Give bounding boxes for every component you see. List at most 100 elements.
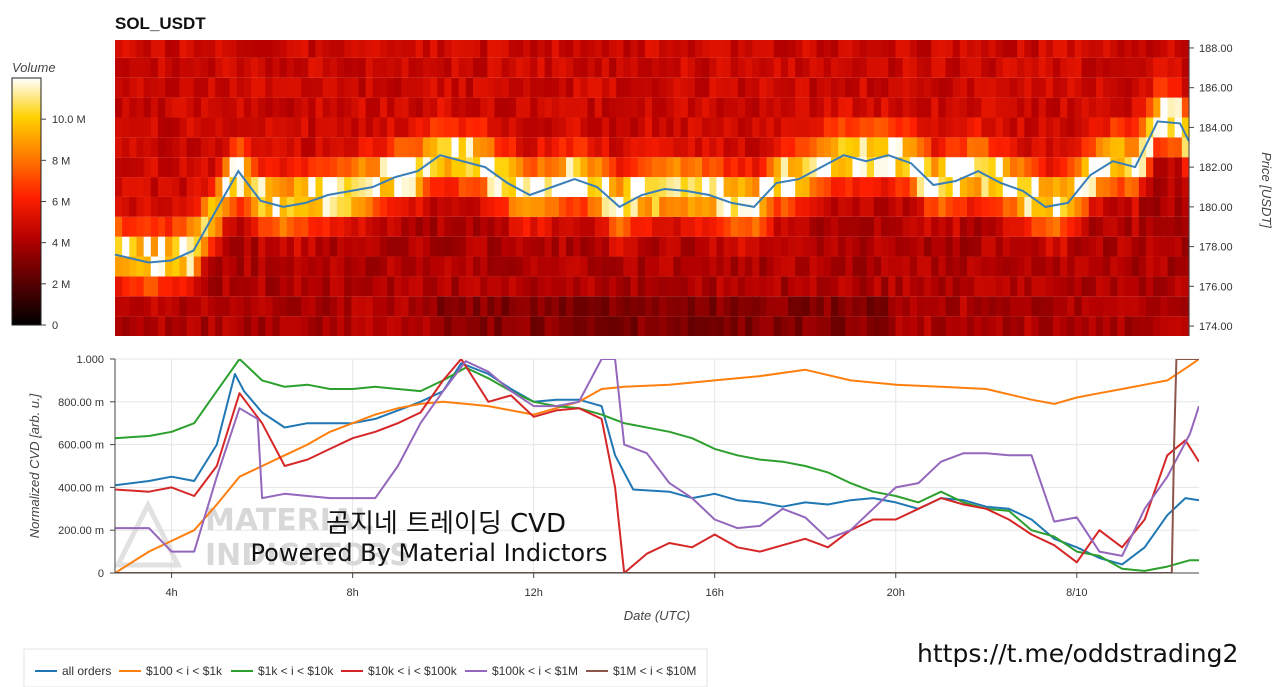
heatmap-cell bbox=[143, 276, 152, 297]
heatmap-cell bbox=[1002, 117, 1011, 138]
heatmap-cell bbox=[379, 177, 388, 197]
heatmap-cell bbox=[859, 256, 868, 277]
heatmap-cell bbox=[322, 216, 331, 237]
heatmap-cell bbox=[1153, 77, 1161, 98]
heatmap-cell bbox=[494, 57, 503, 78]
heatmap-cell bbox=[157, 276, 166, 297]
heatmap-cell bbox=[959, 316, 968, 336]
heatmap-cell bbox=[623, 97, 632, 118]
heatmap-cell bbox=[494, 137, 503, 158]
heatmap-cell bbox=[501, 77, 510, 98]
heatmap-cell bbox=[737, 117, 746, 138]
heatmap-cell bbox=[430, 236, 438, 257]
heatmap-cell bbox=[873, 196, 882, 217]
heatmap-cell bbox=[172, 137, 181, 158]
heatmap-cell bbox=[157, 137, 166, 158]
heatmap-cell bbox=[208, 40, 216, 58]
heatmap-cell bbox=[422, 236, 431, 257]
heatmap-cell bbox=[1160, 40, 1169, 58]
heatmap-cell bbox=[422, 57, 431, 78]
heatmap-cell bbox=[938, 296, 947, 317]
heatmap-cell bbox=[974, 177, 982, 197]
heatmap-cell bbox=[659, 256, 667, 277]
heatmap-cell bbox=[193, 216, 202, 237]
heatmap-cell bbox=[967, 77, 975, 98]
heatmap-cell bbox=[802, 40, 811, 58]
heatmap-cell bbox=[558, 157, 567, 178]
heatmap-cell bbox=[1103, 216, 1111, 237]
heatmap-cell bbox=[566, 196, 574, 217]
heatmap-cell bbox=[902, 40, 911, 58]
heatmap-cell bbox=[487, 117, 496, 138]
heatmap-cell bbox=[694, 196, 703, 217]
heatmap-cell bbox=[974, 256, 982, 277]
heatmap-cell bbox=[229, 137, 238, 158]
heatmap-cell bbox=[1010, 316, 1018, 336]
heatmap-cell bbox=[301, 216, 309, 237]
legend bbox=[23, 648, 708, 687]
heatmap-cell bbox=[952, 77, 961, 98]
heatmap-cell bbox=[616, 256, 624, 277]
heatmap-cell bbox=[895, 296, 904, 317]
heatmap-cell bbox=[372, 196, 381, 217]
heatmap-cell bbox=[967, 196, 975, 217]
heatmap-cell bbox=[215, 57, 223, 78]
heatmap-cell bbox=[816, 57, 825, 78]
heatmap-cell bbox=[637, 117, 646, 138]
heatmap-cell bbox=[723, 40, 732, 58]
heatmap-cell bbox=[666, 137, 675, 158]
heatmap-cell bbox=[1174, 296, 1183, 317]
heatmap-cell bbox=[974, 236, 982, 257]
heatmap-cell bbox=[895, 97, 904, 118]
heatmap-cell bbox=[752, 40, 760, 58]
heatmap-cell bbox=[415, 216, 424, 237]
heatmap-cell bbox=[115, 157, 123, 178]
heatmap-cell bbox=[831, 236, 839, 257]
heatmap-cell bbox=[809, 97, 818, 118]
heatmap-cell bbox=[823, 57, 832, 78]
heatmap-cell bbox=[637, 177, 646, 197]
heatmap-cell bbox=[1060, 97, 1068, 118]
heatmap-cell bbox=[594, 40, 603, 58]
heatmap-cell bbox=[723, 296, 732, 317]
heatmap-cell bbox=[823, 296, 832, 317]
heatmap-cell bbox=[415, 97, 424, 118]
heatmap-cell bbox=[1181, 40, 1190, 58]
heatmap-cell bbox=[1124, 117, 1133, 138]
heatmap-cell bbox=[294, 117, 302, 138]
heatmap-cell bbox=[659, 196, 667, 217]
heatmap-cell bbox=[1038, 157, 1047, 178]
heatmap-cell bbox=[995, 77, 1004, 98]
heatmap-cell bbox=[523, 236, 531, 257]
heatmap-cell bbox=[115, 77, 123, 98]
heatmap-cell bbox=[823, 276, 832, 297]
heatmap-cell bbox=[601, 40, 610, 58]
heatmap-cell bbox=[852, 97, 861, 118]
heatmap-cell bbox=[1103, 177, 1111, 197]
heatmap-cell bbox=[780, 236, 789, 257]
heatmap-cell bbox=[752, 117, 760, 138]
heatmap-cell bbox=[451, 296, 460, 317]
heatmap-cell bbox=[200, 117, 209, 138]
heatmap-cell bbox=[179, 216, 188, 237]
heatmap-cell bbox=[494, 157, 503, 178]
heatmap-cell bbox=[179, 276, 188, 297]
heatmap-cell bbox=[895, 196, 904, 217]
telegram-link[interactable]: https://t.me/oddstrading2 bbox=[917, 639, 1238, 668]
heatmap-cell bbox=[379, 117, 388, 138]
heatmap-cell bbox=[1010, 77, 1018, 98]
series-line bbox=[115, 359, 1199, 573]
x-tick-label: 20h bbox=[887, 587, 905, 599]
heatmap-cell bbox=[1017, 177, 1025, 197]
heatmap-cell bbox=[694, 77, 703, 98]
heatmap-cell bbox=[931, 57, 939, 78]
heatmap-cell bbox=[394, 177, 402, 197]
heatmap-cell bbox=[852, 276, 861, 297]
heatmap-cell bbox=[444, 77, 453, 98]
heatmap-cell bbox=[573, 77, 581, 98]
heatmap-cell bbox=[415, 196, 424, 217]
heatmap-cell bbox=[1002, 276, 1011, 297]
heatmap-cell bbox=[1146, 256, 1154, 277]
heatmap-cell bbox=[1038, 276, 1047, 297]
heatmap-cell bbox=[186, 276, 195, 297]
